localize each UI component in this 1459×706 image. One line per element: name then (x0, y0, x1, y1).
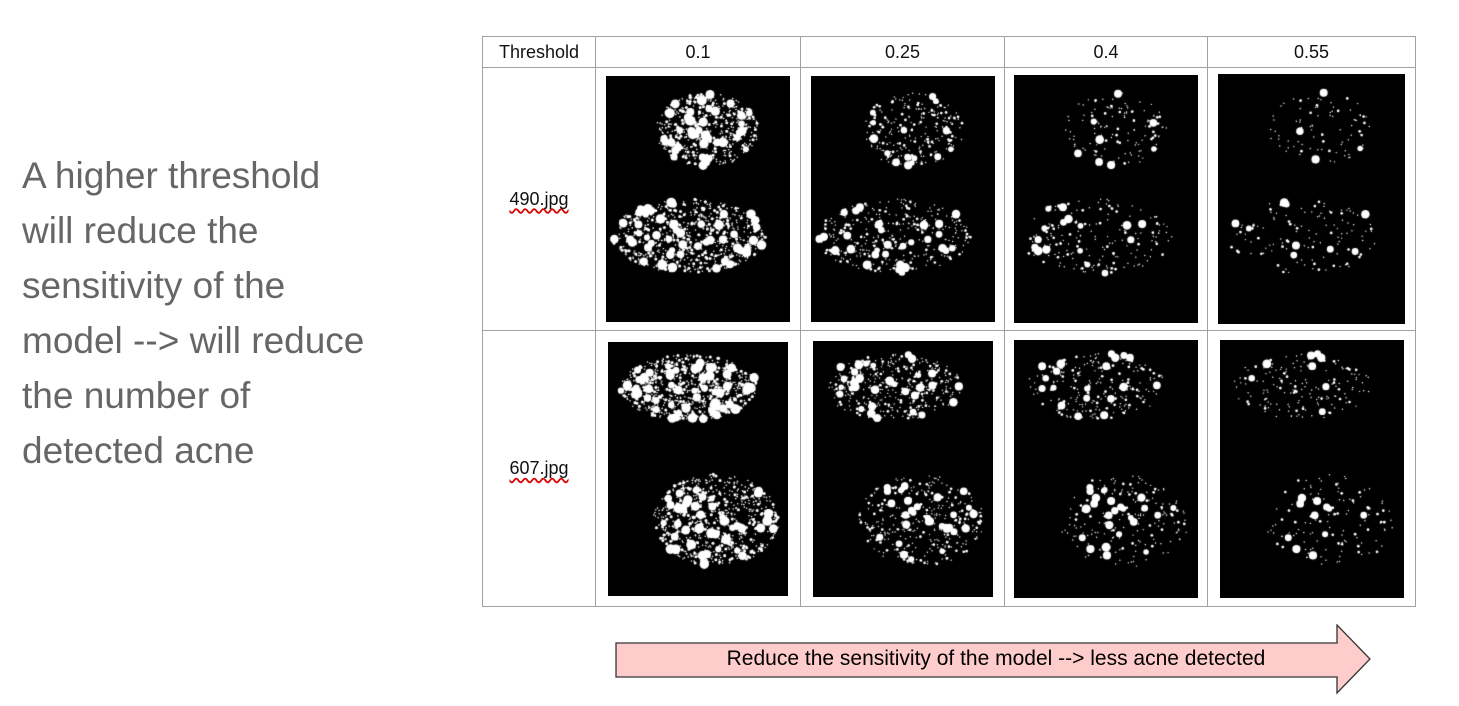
header-row: Threshold 0.1 0.25 0.4 0.55 (482, 36, 1416, 68)
table-row: 607.jpg (482, 330, 1416, 607)
arrow-label: Reduce the sensitivity of the model --> … (726, 647, 1266, 670)
description-line: sensitivity of the (22, 265, 286, 306)
acne-mask-image (1218, 74, 1405, 324)
arrow-shape (615, 624, 1371, 695)
header-threshold-value: 0.55 (1207, 36, 1416, 68)
acne-mask-image (1014, 75, 1198, 323)
header-threshold-value: 0.25 (800, 36, 1005, 68)
direction-arrow (615, 624, 1371, 695)
image-filename: 607.jpg (509, 458, 569, 478)
threshold-comparison-table: Threshold 0.1 0.25 0.4 0.55 490.jpg 607.… (482, 36, 1416, 607)
description-line: model --> will reduce (22, 320, 365, 361)
description-text: A higher threshold will reduce the sensi… (22, 148, 442, 478)
acne-mask-image (1219, 339, 1404, 598)
image-filename: 490.jpg (509, 188, 569, 209)
acne-mask-image (608, 341, 788, 596)
acne-mask-image (1014, 339, 1198, 598)
acne-mask-image (810, 76, 995, 322)
description-line: the number of (22, 375, 251, 416)
row-label: 490.jpg (482, 67, 596, 331)
description-line: will reduce the (22, 210, 259, 251)
row-label: 607.jpg (482, 330, 596, 607)
acne-mask-image (606, 76, 790, 322)
description-line: detected acne (22, 430, 255, 471)
header-threshold-value: 0.4 (1004, 36, 1208, 68)
header-threshold: Threshold (482, 36, 596, 68)
acne-mask-image (812, 340, 993, 597)
table-row: 490.jpg (482, 67, 1416, 331)
description-line: A higher threshold (22, 155, 321, 196)
header-threshold-value: 0.1 (595, 36, 801, 68)
